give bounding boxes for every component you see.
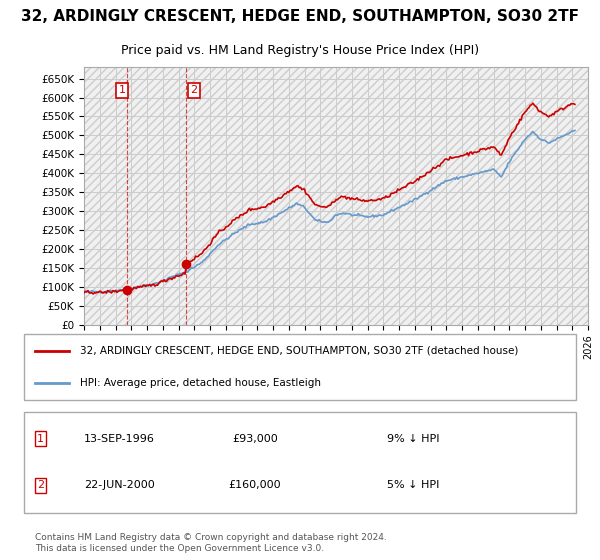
Text: Contains HM Land Registry data © Crown copyright and database right 2024.
This d: Contains HM Land Registry data © Crown c… (35, 533, 386, 553)
Text: 1: 1 (118, 85, 125, 95)
FancyBboxPatch shape (23, 334, 577, 400)
Text: 2: 2 (37, 480, 44, 491)
Text: 13-SEP-1996: 13-SEP-1996 (84, 433, 155, 444)
Text: HPI: Average price, detached house, Eastleigh: HPI: Average price, detached house, East… (80, 378, 321, 388)
Text: 9% ↓ HPI: 9% ↓ HPI (386, 433, 439, 444)
Text: 32, ARDINGLY CRESCENT, HEDGE END, SOUTHAMPTON, SO30 2TF: 32, ARDINGLY CRESCENT, HEDGE END, SOUTHA… (21, 10, 579, 24)
Text: 32, ARDINGLY CRESCENT, HEDGE END, SOUTHAMPTON, SO30 2TF (detached house): 32, ARDINGLY CRESCENT, HEDGE END, SOUTHA… (80, 346, 518, 356)
FancyBboxPatch shape (23, 412, 577, 513)
Text: 5% ↓ HPI: 5% ↓ HPI (386, 480, 439, 491)
Text: 2: 2 (190, 85, 197, 95)
Text: Price paid vs. HM Land Registry's House Price Index (HPI): Price paid vs. HM Land Registry's House … (121, 44, 479, 57)
Text: £93,000: £93,000 (232, 433, 278, 444)
Text: £160,000: £160,000 (229, 480, 281, 491)
Text: 22-JUN-2000: 22-JUN-2000 (84, 480, 155, 491)
Text: 1: 1 (37, 433, 44, 444)
